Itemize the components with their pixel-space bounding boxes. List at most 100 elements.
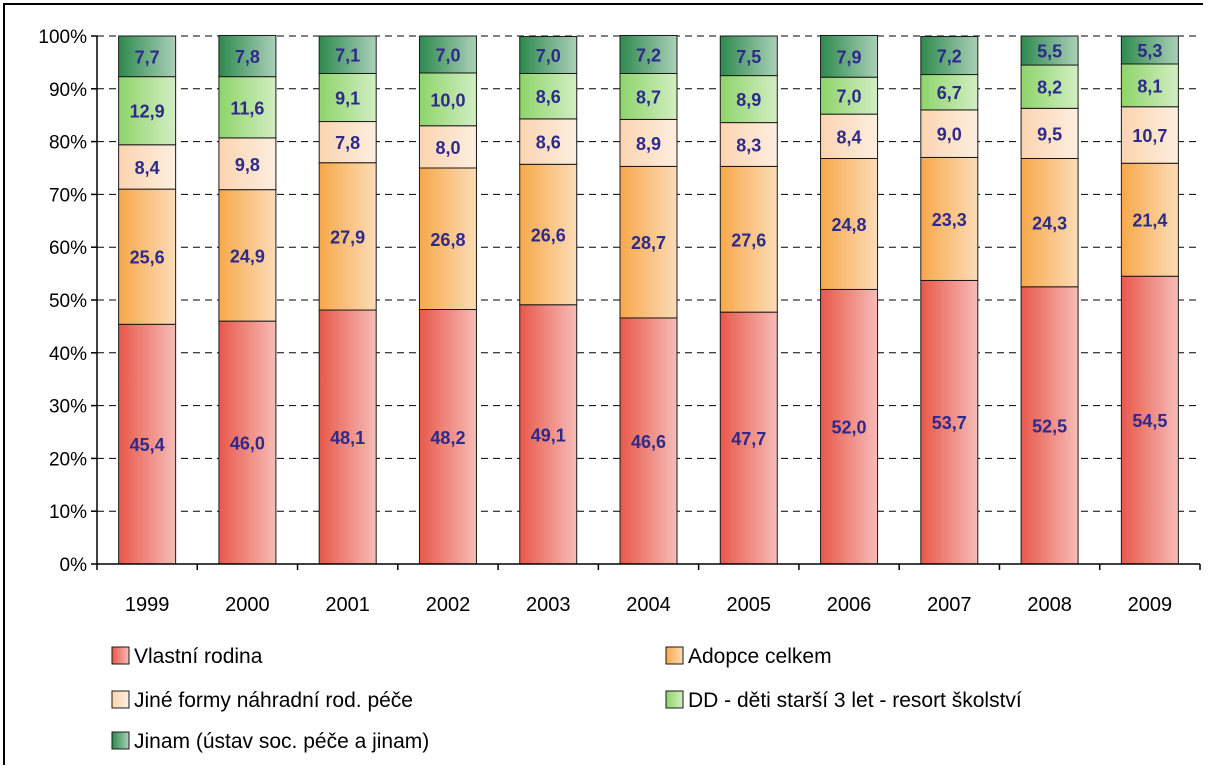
data-label: 25,6 bbox=[130, 248, 165, 268]
bar-stack-2003: 49,1 26,6 8,6 8,6 7,0 bbox=[519, 36, 578, 565]
x-tick-label: 2008 bbox=[1027, 594, 1072, 616]
y-tick-label: 30% bbox=[49, 397, 87, 418]
data-label: 9,0 bbox=[937, 125, 962, 145]
data-label: 49,1 bbox=[531, 425, 566, 445]
data-label: 27,6 bbox=[731, 230, 766, 250]
bar-stack-2008: 52,5 24,3 9,5 8,2 5,5 bbox=[1020, 35, 1079, 565]
data-label: 7,7 bbox=[135, 47, 160, 67]
data-label: 8,3 bbox=[736, 136, 761, 156]
bar-segment bbox=[1120, 35, 1179, 65]
legend-swatch bbox=[665, 646, 684, 665]
data-label: 53,7 bbox=[932, 413, 967, 433]
bar-segment bbox=[1020, 64, 1079, 109]
bar-segment bbox=[719, 165, 778, 313]
data-label: 24,8 bbox=[832, 215, 867, 235]
data-label: 8,1 bbox=[1137, 76, 1162, 96]
legend-label: Vlastní rodina bbox=[134, 645, 263, 668]
bar-segment bbox=[619, 165, 678, 319]
bar-segment bbox=[519, 118, 578, 165]
bar-segment bbox=[920, 74, 979, 111]
x-tick-label: 2004 bbox=[626, 594, 671, 616]
legend-item: Jinam (ústav soc. péče a jinam) bbox=[111, 730, 429, 753]
bar-segment bbox=[820, 34, 879, 78]
data-label: 48,2 bbox=[430, 428, 465, 448]
data-label: 26,8 bbox=[430, 230, 465, 250]
bar-stack-2005: 47,7 27,6 8,3 8,9 7,5 bbox=[719, 35, 778, 565]
data-label: 8,2 bbox=[1037, 78, 1062, 98]
data-label: 8,6 bbox=[536, 87, 561, 107]
bar-segment bbox=[218, 137, 277, 191]
data-label: 10,0 bbox=[430, 90, 465, 110]
bar-segment bbox=[118, 188, 177, 325]
data-label: 21,4 bbox=[1132, 211, 1167, 231]
bar-stack-2004: 46,6 28,7 8,9 8,7 7,2 bbox=[619, 34, 678, 565]
bar-segment bbox=[418, 35, 477, 74]
data-label: 7,2 bbox=[636, 45, 661, 65]
bar-segment bbox=[118, 35, 177, 78]
bar-stack-2001: 48,1 27,9 7,8 9,1 7,1 bbox=[318, 35, 377, 565]
bar-segment bbox=[519, 36, 578, 74]
legend-swatch bbox=[111, 646, 130, 665]
bar-segment bbox=[619, 34, 678, 74]
bar-segment bbox=[318, 162, 377, 311]
bar-segment bbox=[519, 304, 578, 565]
y-axis: 0% 10% 20% 30% 40% 50% 60% 70% 80% 90% 100% bbox=[38, 27, 98, 576]
y-tick-label: 70% bbox=[49, 185, 87, 206]
x-tick-label: 2000 bbox=[225, 594, 270, 616]
bar-stack-2007: 53,7 23,3 9,0 6,7 7,2 bbox=[920, 36, 979, 565]
data-label: 7,5 bbox=[736, 47, 761, 67]
data-label: 45,4 bbox=[130, 435, 165, 455]
bar-segment bbox=[820, 157, 879, 290]
y-tick-label: 60% bbox=[49, 238, 87, 259]
data-label: 28,7 bbox=[631, 233, 666, 253]
y-tick-label: 90% bbox=[49, 80, 87, 101]
bar-segment bbox=[218, 320, 277, 565]
data-label: 7,0 bbox=[837, 87, 862, 107]
bar-segment bbox=[719, 75, 778, 124]
x-tick-label: 1999 bbox=[125, 594, 170, 616]
bar-stack-2009: 54,5 21,4 10,7 8,1 5,3 bbox=[1120, 35, 1179, 565]
data-label: 8,0 bbox=[435, 138, 460, 158]
legend-swatch bbox=[111, 731, 130, 750]
bar-stack-2006: 52,0 24,8 8,4 7,0 7,9 bbox=[820, 34, 879, 565]
bar-segment bbox=[318, 309, 377, 565]
data-label: 8,4 bbox=[837, 127, 862, 147]
bar-segment bbox=[820, 113, 879, 159]
legend-item: DD - děti starší 3 let - resort školství bbox=[665, 689, 1022, 712]
y-tick-label: 10% bbox=[49, 502, 87, 523]
bar-segment bbox=[118, 323, 177, 565]
x-tick-label: 2009 bbox=[1128, 594, 1173, 616]
legend-swatch bbox=[111, 690, 130, 709]
y-tick-label: 0% bbox=[60, 555, 88, 576]
legend-swatch bbox=[665, 690, 684, 709]
data-label: 5,5 bbox=[1037, 42, 1062, 62]
bar-segment bbox=[920, 109, 979, 158]
bars: 45,425,68,412,97,746,024,99,811,67,848,1… bbox=[118, 34, 1179, 565]
bar-segment bbox=[418, 309, 477, 565]
y-tick-label: 20% bbox=[49, 449, 87, 470]
x-axis: 1999 2000 2001 2002 2003 2004 2005 2006 2007 2008… bbox=[96, 563, 1201, 616]
bar-segment bbox=[418, 125, 477, 169]
bar-segment bbox=[519, 163, 578, 306]
data-label: 46,6 bbox=[631, 432, 666, 452]
y-tick-label: 50% bbox=[49, 291, 87, 312]
x-tick-label: 2002 bbox=[426, 594, 471, 616]
bar-segment bbox=[619, 317, 678, 565]
bar-stack-1999: 45,4 25,6 8,4 12,9 7,7 bbox=[118, 35, 177, 565]
legend-label: Jinam (ústav soc. péče a jinam) bbox=[134, 730, 429, 753]
bar-segment bbox=[1020, 286, 1079, 565]
y-tick-label: 80% bbox=[49, 133, 87, 154]
data-label: 47,7 bbox=[731, 429, 766, 449]
data-label: 7,0 bbox=[435, 45, 460, 65]
data-label: 24,9 bbox=[230, 246, 265, 266]
bar-segment bbox=[1120, 63, 1179, 108]
legend-item: Vlastní rodina bbox=[111, 645, 263, 668]
data-label: 8,4 bbox=[135, 158, 160, 178]
data-label: 12,9 bbox=[130, 102, 165, 122]
data-label: 54,5 bbox=[1132, 411, 1167, 431]
y-tick-label: 100% bbox=[38, 27, 87, 48]
data-label: 48,1 bbox=[330, 428, 365, 448]
bar-segment bbox=[318, 72, 377, 123]
data-label: 8,6 bbox=[536, 133, 561, 153]
